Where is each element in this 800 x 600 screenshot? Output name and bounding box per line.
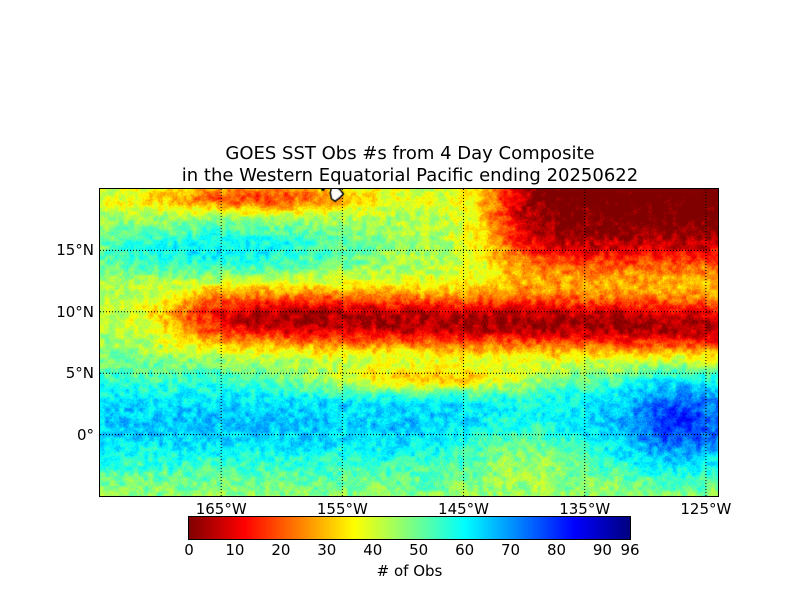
colorbar <box>188 516 631 540</box>
latitude-tick-label: 0° <box>76 425 94 444</box>
colorbar-tick-label: 40 <box>363 541 383 559</box>
colorbar-tick-label: 50 <box>409 541 429 559</box>
latitude-tick-label: 15°N <box>56 241 94 260</box>
colorbar-tick-label: 30 <box>317 541 337 559</box>
longitude-tick-label: 155°W <box>316 500 368 518</box>
map-title-line-2: in the Western Equatorial Pacific ending… <box>181 165 639 186</box>
map-plot-area <box>99 188 719 497</box>
longitude-tick-label: 125°W <box>680 500 732 518</box>
sst-obs-heatmap <box>100 189 718 496</box>
longitude-tick-label: 135°W <box>559 500 611 518</box>
latitude-tick-label: 10°N <box>56 302 94 321</box>
colorbar-tick-label: 80 <box>546 541 567 559</box>
colorbar-tick-label: 20 <box>271 541 291 559</box>
longitude-tick-label: 165°W <box>195 500 247 518</box>
latitude-tick-label: 5°N <box>65 364 94 383</box>
longitude-tick-label: 145°W <box>438 500 489 518</box>
colorbar-tick-label: 10 <box>225 541 245 559</box>
colorbar-tick-label: 96 <box>620 541 640 559</box>
colorbar-tick-label: 70 <box>501 541 521 559</box>
colorbar-tick-label: 0 <box>184 541 194 559</box>
map-gridlines <box>100 189 718 496</box>
colorbar-tick-label: 60 <box>455 541 475 559</box>
map-title-line-1: GOES SST Obs #s from 4 Day Composite <box>225 143 595 164</box>
colorbar-label: # of Obs <box>376 562 443 580</box>
colorbar-tick-label: 90 <box>592 541 612 559</box>
